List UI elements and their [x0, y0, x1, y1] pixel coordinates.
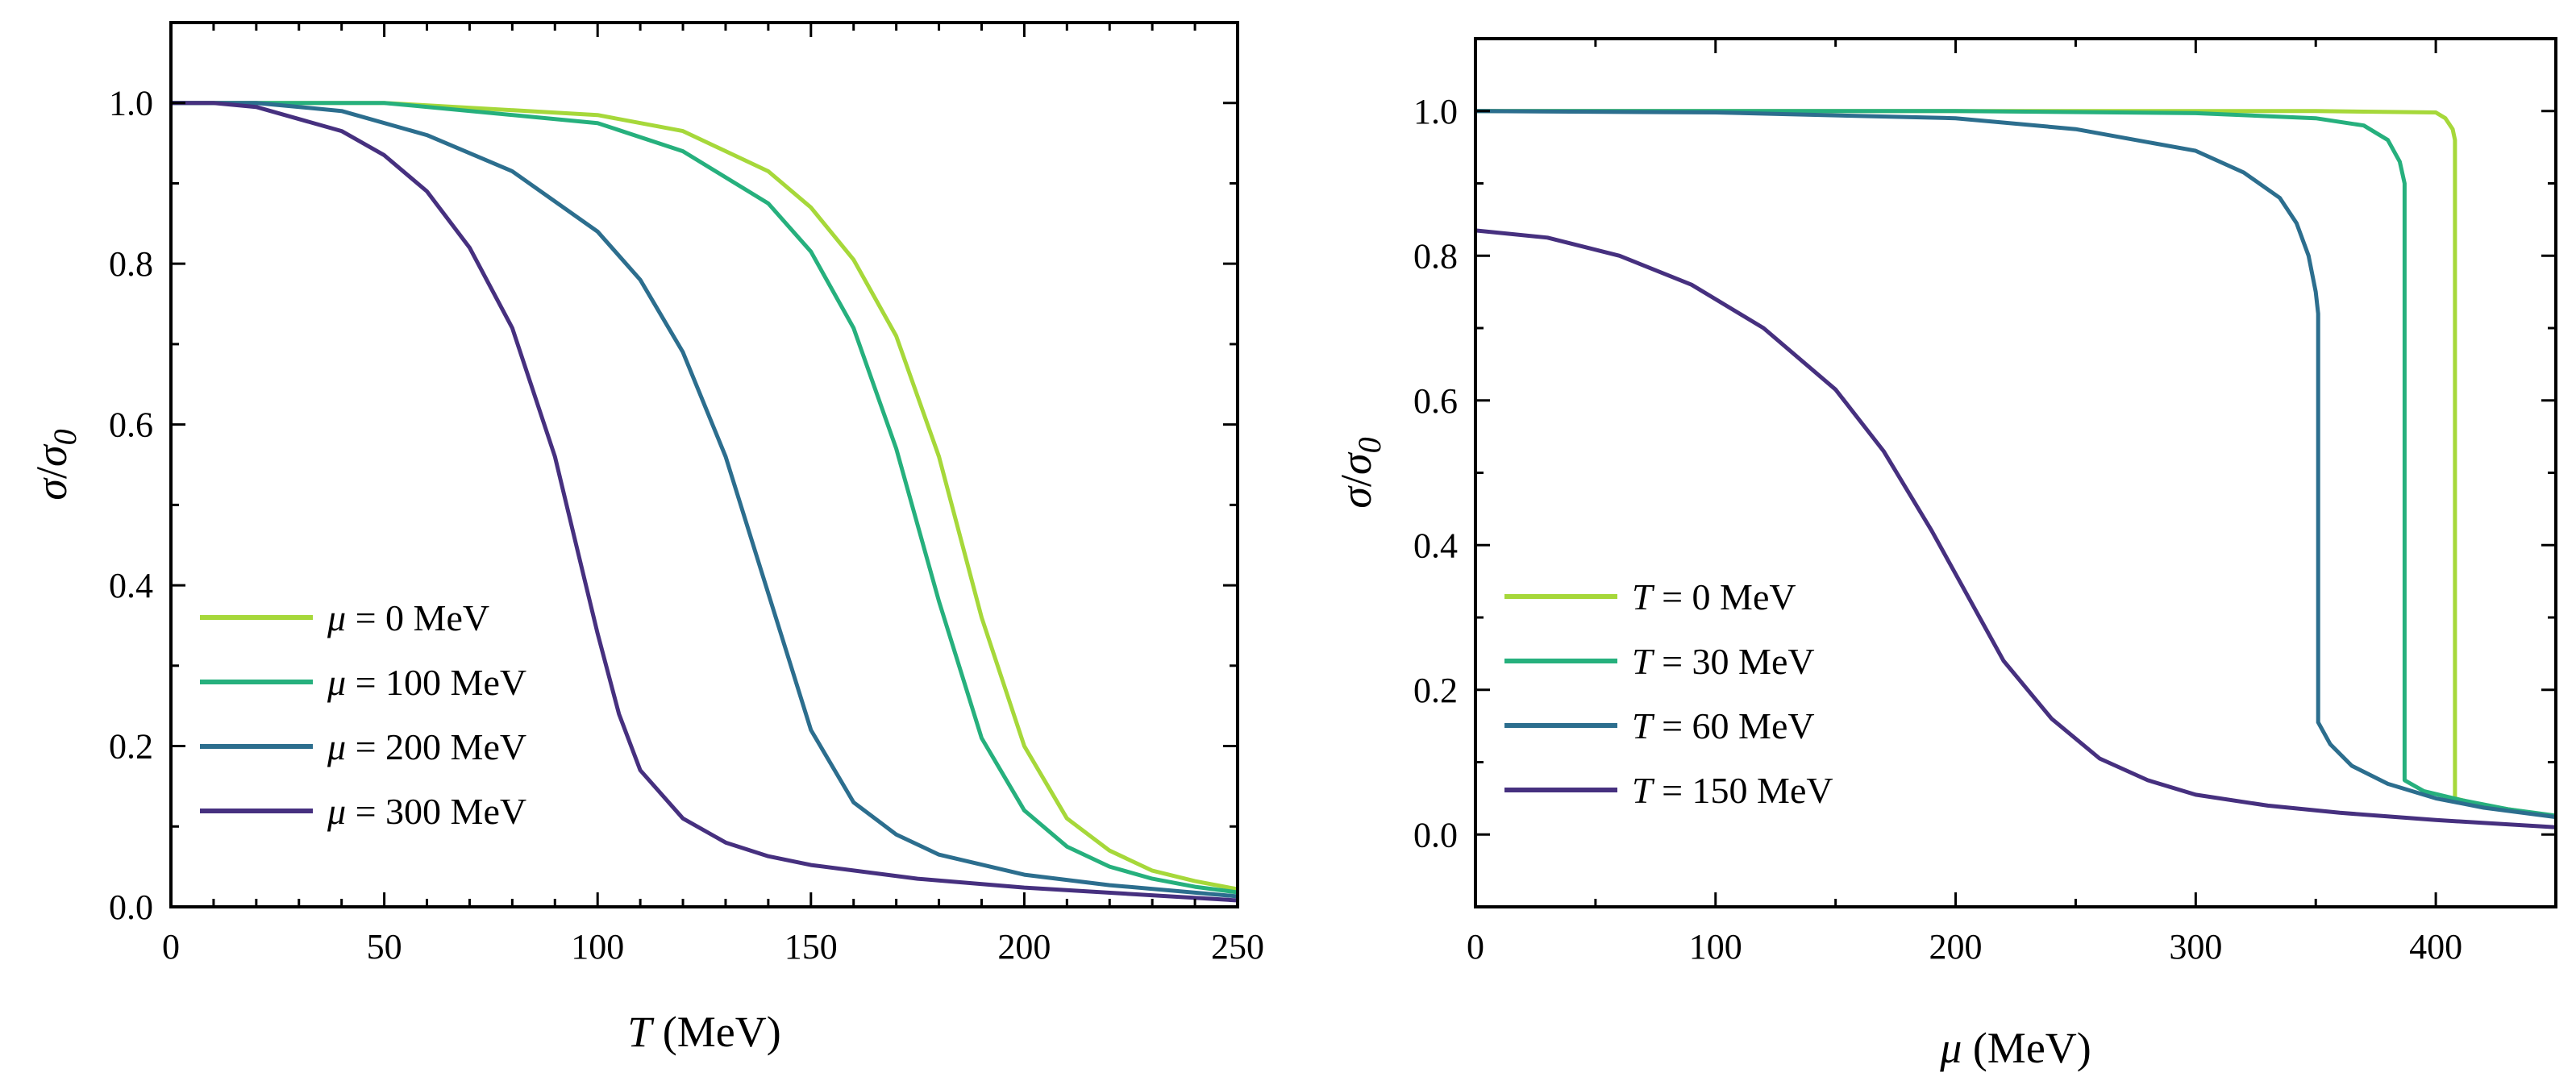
- x-tick-label: 250: [1211, 927, 1264, 967]
- x-tick-label: 0: [162, 927, 180, 967]
- legend-label-2: μ = 200 MeV: [327, 726, 526, 767]
- x-tick-label: 150: [784, 927, 838, 967]
- legend-label-1: μ = 100 MeV: [327, 662, 526, 703]
- legend-label-0: T = 0 MeV: [1632, 576, 1796, 617]
- x-tick-label: 300: [2169, 927, 2222, 967]
- series-line-2: [171, 101, 1238, 899]
- legend-label-2: T = 60 MeV: [1632, 705, 1815, 746]
- series-line-3: [171, 101, 1238, 903]
- curves: [171, 101, 1238, 903]
- series-line-0: [171, 101, 1238, 892]
- x-axis-label: μ (MeV): [1939, 1024, 2091, 1072]
- legend-label-3: T = 150 MeV: [1632, 770, 1833, 811]
- x-tick-label: 200: [997, 927, 1051, 967]
- x-axis-variable: T: [627, 1008, 655, 1056]
- y-tick-label: 0.2: [1413, 671, 1458, 710]
- legend: μ = 0 MeV μ = 100 MeV μ = 200 MeV μ = 300 M…: [200, 597, 526, 832]
- x-axis-label: T (MeV): [627, 1008, 781, 1056]
- y-tick-label: 1.0: [109, 84, 153, 123]
- series-line-1: [1475, 109, 2556, 818]
- x-axis-unit: (MeV): [651, 1008, 780, 1056]
- x-axis-variable: μ: [1939, 1024, 1962, 1072]
- curves: [1475, 109, 2556, 829]
- x-tick-label: 200: [1929, 927, 1983, 967]
- plot-frame: [169, 21, 1239, 908]
- y-tick-label: 0.8: [109, 244, 153, 284]
- y-tick-label: 0.6: [1413, 381, 1458, 421]
- panel-left-chart: 0 50 100 150 200 250 0.0 0.2 0.4 0.6 0.8 1.0 T (MeV)…: [27, 21, 1264, 1056]
- x-tick-label: 0: [1467, 927, 1484, 967]
- y-tick-label: 0.0: [1413, 815, 1458, 854]
- series-line-3: [1475, 228, 2556, 829]
- y-tick-label: 1.0: [1413, 92, 1458, 131]
- series-line-1: [171, 101, 1238, 895]
- legend-label-0: μ = 0 MeV: [327, 597, 489, 638]
- legend: T = 0 MeV T = 30 MeV T = 60 MeV T = 150 MeV: [1504, 576, 1833, 811]
- y-tick-label: 0.0: [109, 888, 153, 927]
- y-tick-label: 0.4: [1413, 526, 1458, 565]
- legend-label-3: μ = 300 MeV: [327, 791, 526, 832]
- series-line-2: [1475, 109, 2556, 820]
- x-tick-label: 100: [1689, 927, 1742, 967]
- y-tick-label: 0.8: [1413, 236, 1458, 276]
- y-tick-label: 0.6: [109, 405, 153, 445]
- y-tick-label: 0.2: [109, 727, 153, 767]
- y-tick-label: 0.4: [109, 566, 153, 605]
- legend-label-1: T = 30 MeV: [1632, 641, 1815, 682]
- panel-right-chart: 0 100 200 300 400 0.0 0.2 0.4 0.6 0.8 1.0 μ (MeV) σ/…: [1332, 37, 2557, 1072]
- y-axis-label: σ/σ0: [27, 429, 83, 500]
- x-tick-label: 50: [367, 927, 402, 967]
- x-axis-unit: (MeV): [1962, 1024, 2091, 1072]
- x-tick-label: 400: [2409, 927, 2462, 967]
- y-axis-label: σ/σ0: [1332, 437, 1388, 508]
- x-tick-label: 100: [571, 927, 624, 967]
